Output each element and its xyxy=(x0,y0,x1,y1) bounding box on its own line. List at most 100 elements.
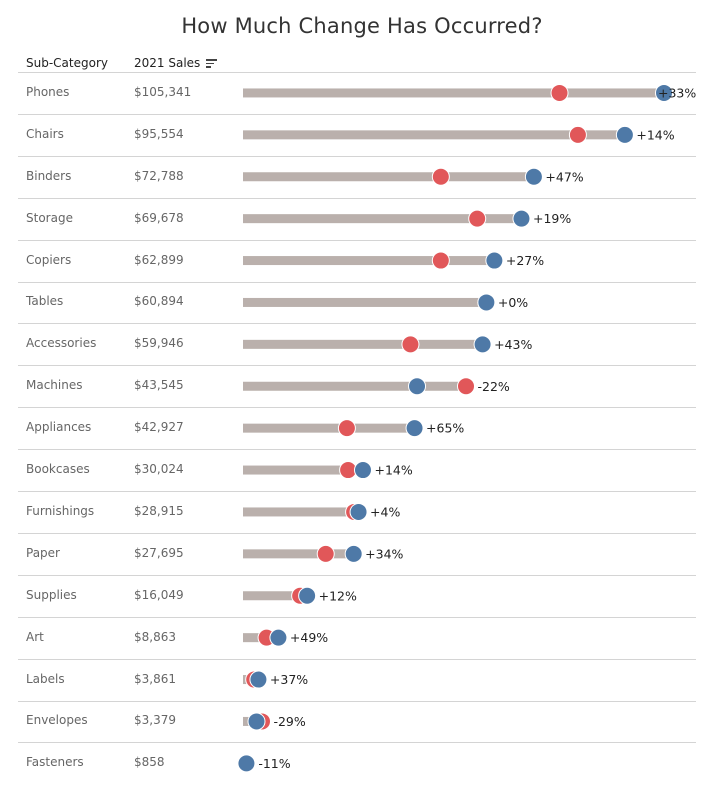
range-bar xyxy=(243,465,363,475)
chart-title: How Much Change Has Occurred? xyxy=(181,14,543,38)
dumbbell-row: +12% xyxy=(243,586,357,605)
category-label: Phones xyxy=(26,84,70,99)
dumbbell-row: -11% xyxy=(237,754,291,773)
category-label: Supplies xyxy=(26,587,77,602)
sales-value: $3,379 xyxy=(134,713,176,728)
range-bar xyxy=(243,381,467,391)
row-divider xyxy=(18,113,696,115)
change-label: +0% xyxy=(498,295,528,310)
range-bar xyxy=(243,297,487,307)
dumbbell-row: +27% xyxy=(243,251,544,270)
range-bar xyxy=(243,88,664,98)
current-year-dot[interactable] xyxy=(477,293,496,312)
sales-value: $30,024 xyxy=(134,462,184,477)
row-divider xyxy=(18,407,696,409)
sales-column-header-label: 2021 Sales xyxy=(134,56,201,70)
header-divider xyxy=(18,72,696,73)
category-label: Chairs xyxy=(26,126,64,141)
current-year-dot[interactable] xyxy=(655,83,673,102)
sales-value: $69,678 xyxy=(134,210,184,225)
current-year-dot[interactable] xyxy=(247,712,266,731)
current-year-dot[interactable] xyxy=(298,586,317,605)
dumbbell-row: +43% xyxy=(243,335,532,354)
prior-year-dot[interactable] xyxy=(550,83,569,102)
current-year-dot[interactable] xyxy=(485,251,504,270)
sales-value: $42,927 xyxy=(134,420,184,435)
prior-year-dot[interactable] xyxy=(401,335,420,354)
row-divider xyxy=(18,197,696,199)
change-label: +12% xyxy=(319,588,357,603)
sales-value: $8,863 xyxy=(134,629,176,644)
change-label: +14% xyxy=(636,127,674,142)
current-year-dot[interactable] xyxy=(269,628,288,647)
row-divider xyxy=(18,742,696,744)
current-year-dot[interactable] xyxy=(615,125,634,144)
dumbbell-row: +19% xyxy=(243,209,571,228)
change-label: +27% xyxy=(506,253,544,268)
prior-year-dot[interactable] xyxy=(568,125,587,144)
category-label: Storage xyxy=(26,210,73,225)
dumbbell-row: +4% xyxy=(243,502,400,521)
change-label: +47% xyxy=(545,169,583,184)
category-label: Machines xyxy=(26,378,83,393)
category-label: Appliances xyxy=(26,420,92,435)
dumbbell-row: +14% xyxy=(243,125,675,144)
range-bar xyxy=(243,172,534,182)
sales-value: $59,946 xyxy=(134,336,184,351)
current-year-dot[interactable] xyxy=(249,670,268,689)
range-bar xyxy=(243,130,625,140)
subcategory-column-header[interactable]: Sub-Category xyxy=(26,56,108,70)
row-divider xyxy=(18,532,696,534)
change-label: -29% xyxy=(273,714,305,729)
category-label: Furnishings xyxy=(26,503,95,518)
sales-value: $3,861 xyxy=(134,671,176,686)
change-label: +19% xyxy=(533,211,571,226)
current-year-dot[interactable] xyxy=(512,209,531,228)
prior-year-dot[interactable] xyxy=(337,419,356,438)
change-label: -11% xyxy=(258,756,290,771)
prior-year-dot[interactable] xyxy=(457,377,476,396)
category-label: Paper xyxy=(26,545,60,560)
prior-year-dot[interactable] xyxy=(431,251,450,270)
prior-year-dot[interactable] xyxy=(316,544,335,563)
change-label: +65% xyxy=(426,421,464,436)
current-year-dot[interactable] xyxy=(353,461,372,480)
category-label: Binders xyxy=(26,168,72,183)
row-divider xyxy=(18,616,696,618)
category-label: Tables xyxy=(26,294,64,309)
category-label: Accessories xyxy=(26,336,97,351)
row-divider xyxy=(18,574,696,576)
sales-value: $62,899 xyxy=(134,252,184,267)
change-label: +14% xyxy=(374,463,412,478)
range-bar xyxy=(243,256,495,266)
category-label: Bookcases xyxy=(26,462,90,477)
prior-year-dot[interactable] xyxy=(431,167,450,186)
current-year-dot[interactable] xyxy=(344,544,363,563)
change-label: +4% xyxy=(370,504,400,519)
sales-value: $60,894 xyxy=(134,294,184,309)
dumbbell-row: +37% xyxy=(243,670,308,689)
row-divider xyxy=(18,323,696,325)
current-year-dot[interactable] xyxy=(408,377,427,396)
current-year-dot[interactable] xyxy=(473,335,492,354)
sales-value: $16,049 xyxy=(134,587,184,602)
range-bar xyxy=(243,591,308,601)
change-label: +49% xyxy=(290,630,328,645)
range-bar xyxy=(243,214,522,224)
sales-value: $858 xyxy=(134,755,165,770)
current-year-dot[interactable] xyxy=(237,754,256,773)
dumbbell-row: +0% xyxy=(243,293,528,312)
sort-descending-icon[interactable] xyxy=(206,58,218,68)
current-year-dot[interactable] xyxy=(524,167,543,186)
sales-value: $95,554 xyxy=(134,126,184,141)
dumbbell-row: -29% xyxy=(243,712,306,731)
range-bar xyxy=(243,507,359,517)
current-year-dot[interactable] xyxy=(349,502,368,521)
current-year-dot[interactable] xyxy=(405,419,424,438)
sales-column-header[interactable]: 2021 Sales xyxy=(134,56,218,70)
row-divider xyxy=(18,365,696,367)
row-divider xyxy=(18,491,696,492)
dumbbell-row: +49% xyxy=(243,628,328,647)
prior-year-dot[interactable] xyxy=(468,209,487,228)
change-label: +37% xyxy=(270,672,308,687)
